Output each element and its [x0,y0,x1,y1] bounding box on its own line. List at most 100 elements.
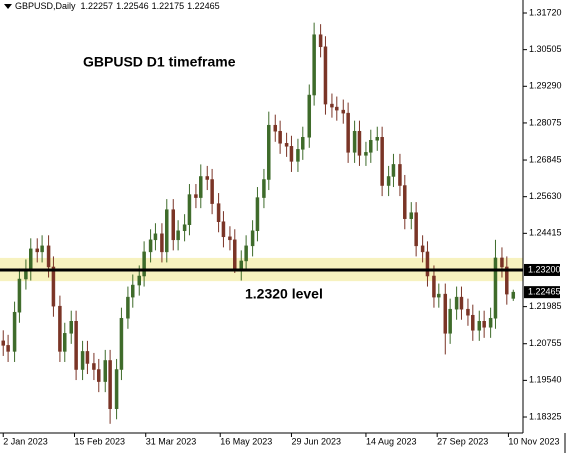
candle-body [454,296,459,310]
y-tick-label: 1.28075 [529,117,562,127]
plot-area [0,22,523,424]
candle-body [58,305,62,352]
x-tick-label: 31 Mar 2023 [146,436,197,446]
candle-body [500,257,504,268]
candle-body [323,46,328,105]
candle-body [477,321,482,331]
candle-body [85,351,90,364]
candle-body [35,248,39,253]
candle-body [296,149,300,162]
candle-body [153,233,158,241]
x-tick-label: 15 Feb 2023 [74,436,125,446]
candle-body [1,340,5,346]
candle-body [391,164,396,177]
x-tick-label: 27 Sep 2023 [437,436,488,446]
candle-body [511,291,516,299]
candle-body [493,257,498,319]
candle-body [386,176,391,186]
candle-body [330,103,334,108]
candle-body [375,137,380,141]
candle-body [398,164,402,186]
x-tick-label: 10 Nov 2023 [508,436,559,446]
candle-body [318,34,323,48]
candle-body [51,266,56,307]
candle-body [17,278,22,313]
candle-body [357,130,362,156]
y-tick-label: 1.20755 [529,338,562,348]
candle-body [482,321,486,328]
candle-body [187,194,192,225]
candle-body [176,230,180,241]
x-tick-label: 14 Aug 2023 [366,436,417,446]
candle-body [210,179,214,204]
candle-body [471,314,475,331]
candle-body [108,360,112,409]
candle-body [80,351,85,370]
candle-body [284,143,289,147]
y-tick-label: 1.19540 [529,375,562,385]
candle-body [437,293,441,298]
candle-body [205,176,210,180]
candle-body [119,317,124,370]
candle-body [114,369,119,409]
candle-body [12,311,17,352]
price-label: 1.22465 [528,287,561,297]
level-label-box [524,263,560,276]
candle-body [171,209,176,241]
candle-body [488,317,493,328]
candle-body [409,212,414,219]
candle-body [74,321,78,370]
x-tick-label: 16 May 2023 [220,436,272,446]
candle-body [425,251,430,277]
candle-body [182,224,187,232]
candle-body [307,94,312,138]
candle-body [459,296,464,310]
y-tick-label: 1.31720 [529,7,562,17]
candle-body [432,275,436,298]
candle-body [92,363,96,370]
candle-body [443,293,448,334]
candle-body [301,137,305,150]
candle-body [228,236,232,241]
candle-body [142,251,146,277]
candle-body [69,321,73,334]
candle-body [216,203,221,222]
y-tick-label: 1.21985 [529,301,562,311]
candle-body [199,176,203,198]
candle-body [40,245,44,253]
candle-body [420,245,425,253]
candle-body [273,124,278,132]
price-label-box [524,286,560,299]
candle-body [289,146,294,162]
level-annotation: 1.2320 level [245,286,323,302]
candle-body [262,179,266,198]
candle-body [364,152,368,156]
y-tick-label: 1.18325 [529,411,562,421]
candle-body [255,197,260,232]
candle-body [165,209,169,253]
candle-body [63,333,67,352]
candle-body [341,109,346,114]
candle-body [137,275,142,286]
candle-body [148,239,153,253]
menu-arrow[interactable] [4,4,12,9]
candle-body [403,185,407,219]
candle-body [380,137,384,186]
candle-body [335,106,339,111]
y-tick-label: 1.26845 [529,154,562,164]
open-value: 1.22257 [81,1,114,11]
candle-body [6,345,10,352]
x-tick-label: 2 Jan 2023 [3,436,48,446]
y-tick-label: 1.24415 [529,228,562,238]
candle-body [103,360,107,382]
candle-body [312,34,316,96]
level-label: 1.23200 [528,264,561,274]
candle-body [233,239,237,271]
close-value: 1.22465 [187,1,220,11]
candle-body [221,221,226,238]
y-tick-label: 1.25630 [529,191,562,201]
x-tick-label: 29 Jun 2023 [291,436,341,446]
chart-title: GBPUSD D1 timeframe [83,54,236,70]
candle-body [346,112,350,153]
